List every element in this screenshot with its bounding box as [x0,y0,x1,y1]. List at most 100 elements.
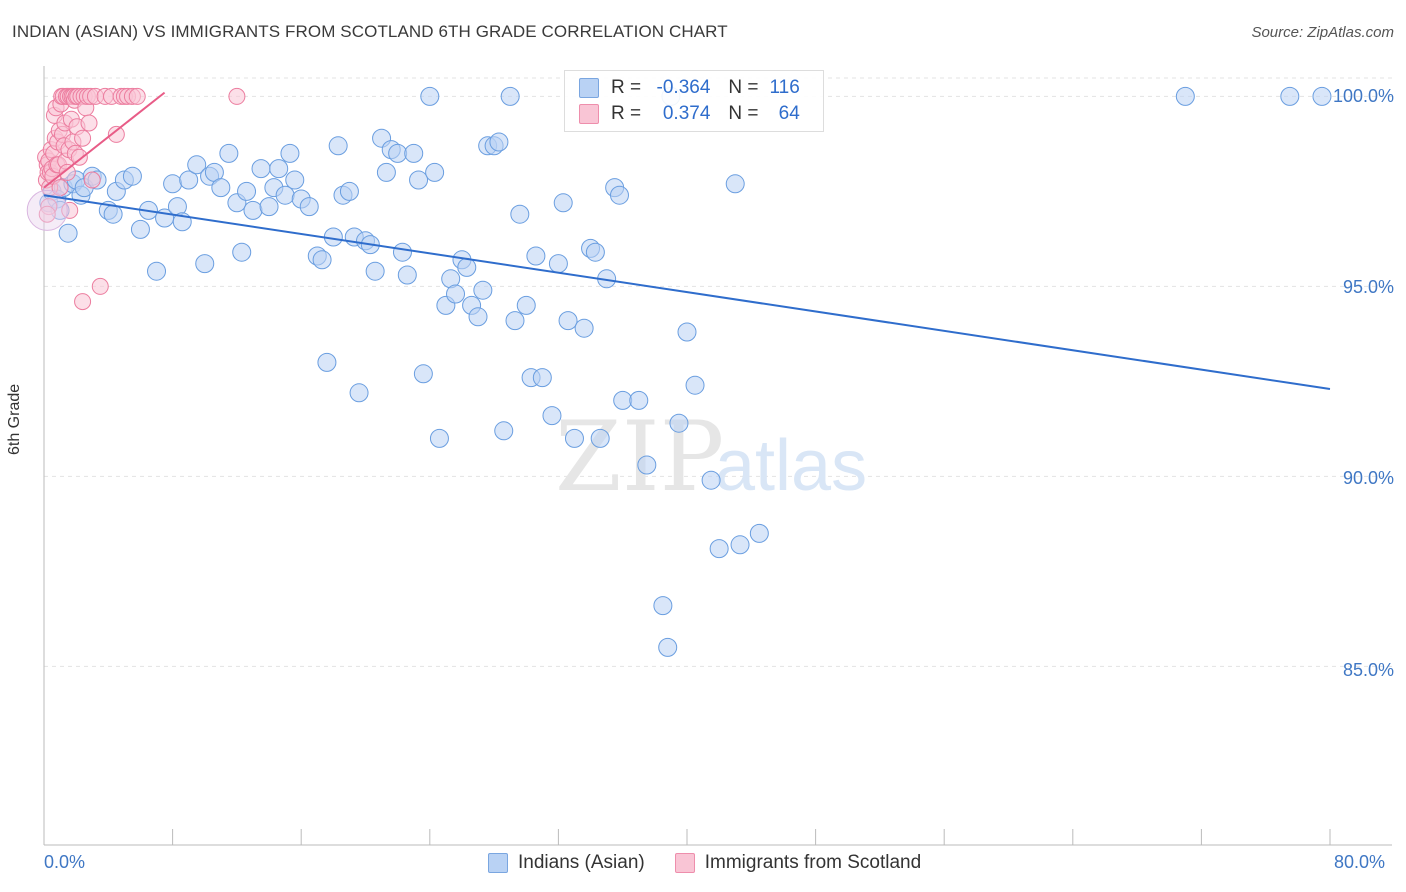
watermark-atlas: atlas [715,426,867,506]
scatter-point-indians [179,170,199,190]
scatter-point-indians [730,535,750,555]
scatter-point-scotland [74,129,92,147]
watermark-zip: ZIP [555,401,724,513]
scatter-point-indians [709,539,729,559]
scatter-point-indians [275,185,295,205]
source-label: Source: ZipAtlas.com [1251,24,1394,41]
scatter-point-indians [195,254,215,274]
scatter-point-indians [489,132,509,152]
scatter-point-scotland [58,163,76,181]
legend-swatch-blue [579,78,599,98]
scatter-point-indians [339,181,359,201]
scatter-point-indians [564,428,584,448]
scatter-point-indians [473,280,493,300]
scatter-point-indians [653,596,673,616]
y-tick-label-90: 90.0% [1342,468,1394,488]
scatter-point-scotland [91,277,109,295]
y-tick-label-85: 85.0% [1342,660,1394,680]
watermark: ZIP atlas [555,401,867,513]
scatter-point-indians [103,204,123,224]
legend-n-value: 116 [769,77,800,98]
y-axis-label: 6th Grade [6,383,23,455]
scatter-point-indians [1312,86,1332,106]
legend-item-scotland[interactable]: Immigrants from Scotland [674,852,922,874]
scatter-point-indians [259,197,279,217]
scatter-point-indians [510,204,530,224]
scatter-point-indians [585,242,605,262]
scatter-point-indians [669,413,689,433]
legend-swatch-pink [674,853,695,873]
legend-r-value: 0.374 [662,103,711,124]
scatter-point-indians [211,178,231,198]
scatter-point-indians [1175,86,1195,106]
y-tick-label-95: 95.0% [1342,277,1394,297]
chart-title: INDIAN (ASIAN) VS IMMIGRANTS FROM SCOTLA… [12,22,728,41]
scatter-point-indians [685,375,705,395]
scatter-point-scotland [74,293,92,311]
scatter-point-indians [457,257,477,277]
scatter-point-cluster [26,189,68,231]
series-legend: Indians (Asian) Immigrants from Scotland [488,852,951,874]
legend-n-value: 64 [778,103,800,124]
scatter-point-scotland [70,148,88,166]
legend-row-scotland: R = 0.374 N = 64 [579,102,800,126]
scatter-point-indians [749,523,769,543]
scatter-point-indians [328,136,348,156]
series-immigrants-scotland [26,87,246,311]
scatter-point-indians [526,246,546,266]
scatter-point-indians [388,143,408,163]
scatter-point-scotland [128,87,146,105]
trend-line-indians [43,194,1331,390]
legend-label: Indians (Asian) [518,852,645,873]
scatter-point-indians [122,166,142,186]
correlation-legend: R = -0.364 N = 116 R = 0.374 N = 64 [564,70,824,132]
legend-label: Immigrants from Scotland [704,852,922,873]
scatter-point-indians [494,421,514,441]
scatter-point-indians [677,322,697,342]
scatter-point-indians [147,261,167,281]
scatter-point-scotland [38,205,56,223]
scatter-point-scotland [61,201,79,219]
scatter-point-indians [299,197,319,217]
y-tick-label-100: 100.0% [1332,86,1394,106]
scatter-point-indians [232,242,252,262]
scatter-point-scotland [107,125,125,143]
scatter-point-indians [349,383,369,403]
legend-r-label: R = [611,103,642,124]
scatter-point-scotland [228,87,246,105]
scatter-point-indians [163,174,183,194]
scatter-point-indians [701,470,721,490]
trend-line-scotland [43,91,166,189]
scatter-point-indians [243,200,263,220]
legend-n-label: N = [728,77,759,98]
scatter-point-indians [269,159,289,179]
scatter-point-indians [505,311,525,331]
series-indians-asian [39,86,1332,657]
scatter-point-indians [446,284,466,304]
scatter-point-indians [590,428,610,448]
scatter-point-indians [429,428,449,448]
scatter-point-indians [280,143,300,163]
scatter-point-indians [219,143,239,163]
scatter-point-indians [558,311,578,331]
x-tick-label-max: 80.0% [1334,852,1386,872]
scatter-point-indians [404,143,424,163]
legend-r-value: -0.364 [656,77,711,98]
legend-item-indians[interactable]: Indians (Asian) [488,852,645,874]
scatter-point-indians [516,295,536,315]
legend-n-label: N = [728,103,759,124]
scatter-point-indians [285,170,305,190]
legend-swatch-pink [579,104,599,124]
legend-swatch-blue [488,853,508,873]
scatter-point-indians [548,254,568,274]
scatter-point-indians [468,307,488,327]
scatter-point-indians [187,155,207,175]
scatter-point-indians [553,193,573,213]
scatter-point-indians [629,390,649,410]
scatter-point-indians [574,318,594,338]
scatter-point-scotland [83,171,101,189]
scatter-point-indians [609,185,629,205]
scatter-point-indians [365,261,385,281]
scatter-point-indians [317,352,337,372]
